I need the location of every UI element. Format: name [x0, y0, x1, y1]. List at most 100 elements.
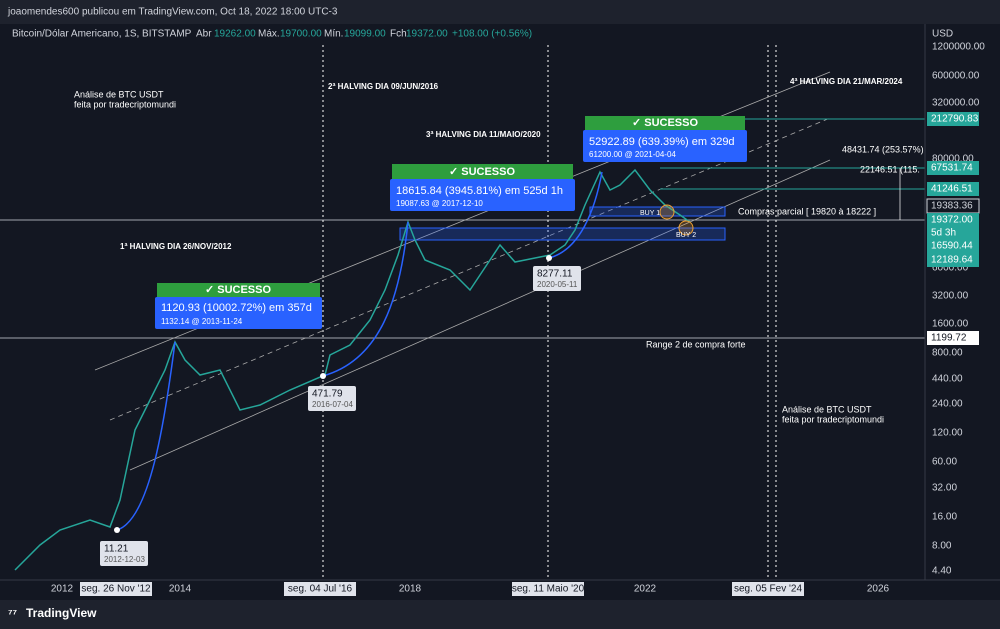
time-marker-box [80, 582, 152, 596]
low-box [308, 386, 356, 411]
success-label: ✓ SUCESSO [632, 117, 699, 129]
low-date: 2020-05-11 [537, 280, 578, 289]
price-label: 440.00 [932, 374, 963, 385]
ohlc-label: Fch [390, 29, 407, 40]
time-label: seg. 26 Nov '12 [81, 584, 151, 595]
time-label: seg. 11 Maio '20 [512, 584, 585, 595]
time-marker-box [732, 582, 804, 596]
buy-label: BUY 2 [676, 232, 696, 239]
price-marker: 41246.51 [931, 184, 973, 195]
cycle-curve [322, 221, 409, 377]
currency: USD [932, 29, 953, 40]
success-label: ✓ SUCESSO [205, 284, 272, 296]
time-axis: 2012 seg. 26 Nov '12 2014 seg. 04 Jul '16 20… [0, 579, 1000, 596]
note: 48431.74 (253.57%) [842, 144, 924, 154]
price-marker-box [927, 112, 979, 126]
price-marker: 19372.00 [931, 215, 973, 226]
price-label: 120.00 [932, 428, 963, 439]
price-marker-box [927, 239, 979, 253]
success-measure: 1120.93 (10002.72%) em 357d [161, 302, 312, 314]
ohlc-label: Mín. [324, 29, 343, 40]
price-label: 1200000.00 [932, 42, 985, 53]
halving-label: 3ª HALVING DIA 11/MAIO/2020 [426, 130, 541, 139]
success-boxes: ✓ SUCESSO 1120.93 (10002.72%) em 357d 11… [155, 116, 747, 329]
time-label: 2026 [867, 584, 890, 595]
halving-label: 1ª HALVING DIA 26/NOV/2012 [120, 242, 232, 251]
low-point [546, 255, 552, 261]
price-label: 1600.00 [932, 319, 969, 330]
price-marker-box [927, 331, 979, 345]
price-axis: USD 1200000.00 600000.00 320000.00 80000.00… [924, 24, 985, 580]
price-marker-box [927, 182, 979, 196]
price-marker: 1199.72 [931, 333, 967, 344]
price-marker: 19383.36 [931, 201, 973, 212]
analysis-note: Análise de BTC USDT [74, 89, 164, 99]
price-marker: 12189.64 [931, 255, 973, 266]
analysis-note: feita por tradecriptomundi [782, 414, 884, 424]
price-marker-box [927, 253, 979, 267]
success-detail: 61200.00 @ 2021-04-04 [589, 150, 676, 159]
price-label: 8.00 [932, 541, 952, 552]
ohlc-change: +108.00 (+0.56%) [452, 29, 532, 40]
time-marker-box [512, 582, 584, 596]
ohlc-value: 19099.00 [344, 29, 386, 40]
price-label: 320000.00 [932, 98, 980, 109]
success-box [390, 179, 575, 211]
low-box [533, 266, 581, 291]
price-marker: 67531.74 [931, 163, 973, 174]
footer-brand: TradingView [26, 606, 97, 620]
price-label: 600000.00 [932, 71, 980, 82]
low-labels: 11.21 2012-12-03 471.79 2016-07-04 8277.… [100, 255, 581, 566]
analysis-note: feita por tradecriptomundi [74, 99, 176, 109]
price-marker-box [927, 161, 979, 175]
low-price: 11.21 [104, 544, 129, 555]
success-detail: 1132.14 @ 2013-11-24 [161, 317, 243, 326]
ohlc-label: Abr [196, 29, 212, 40]
ohlc-label: Máx. [258, 29, 280, 40]
price-marker: 16590.44 [931, 241, 973, 252]
low-point [320, 373, 326, 379]
time-label: 2012 [51, 584, 74, 595]
ohlc-value: 19372.00 [406, 29, 448, 40]
price-label: 800.00 [932, 348, 963, 359]
success-box [155, 297, 322, 329]
note: Compras parcial [ 19820 à 18222 ] [738, 206, 876, 216]
price-label: 80000.00 [932, 154, 974, 165]
buy-label: BUY 1 [640, 210, 660, 217]
time-label: 2022 [634, 584, 657, 595]
price-marker: 5d 3h [931, 228, 956, 239]
annotations: Análise de BTC USDT feita por tradecript… [74, 77, 924, 424]
cycle-curve [116, 341, 176, 531]
low-price: 8277.11 [537, 269, 573, 280]
price-label: 16.00 [932, 512, 957, 523]
ohlc-value: 19262.00 [214, 29, 256, 40]
success-header [392, 164, 573, 179]
price-marker-box [927, 226, 979, 240]
low-date: 2016-07-04 [312, 400, 353, 409]
price-label: 4.40 [932, 566, 952, 577]
low-price: 471.79 [312, 389, 343, 400]
price-marker: 212790.83 [931, 114, 979, 125]
success-label: ✓ SUCESSO [449, 166, 516, 178]
cycle-curve [548, 171, 603, 259]
note: Range 2 de compra forte [646, 339, 746, 349]
success-header [157, 283, 320, 297]
channel-lower [129, 159, 831, 471]
success-measure: 52922.89 (639.39%) em 329d [589, 136, 735, 148]
success-header [585, 116, 745, 130]
footer-logo: ⁷⁷ [8, 608, 18, 620]
buy-marker [659, 204, 675, 220]
top-bar [0, 0, 1000, 24]
analysis-note: Análise de BTC USDT [782, 404, 872, 414]
price-label: 240.00 [932, 399, 963, 410]
buy-zone [589, 206, 726, 217]
halving-label: 4ª HALVING DIA 21/MAR/2024 [790, 77, 903, 86]
time-label: seg. 05 Fev '24 [734, 584, 803, 595]
price-label: 60.00 [932, 457, 957, 468]
symbol-bar: Bitcoin/Dólar Americano, 1S, BITSTAMP Ab… [12, 29, 532, 40]
footer-bar [0, 600, 1000, 629]
time-label: 2014 [169, 584, 192, 595]
low-date: 2012-12-03 [104, 555, 145, 564]
time-label: 2018 [399, 584, 422, 595]
